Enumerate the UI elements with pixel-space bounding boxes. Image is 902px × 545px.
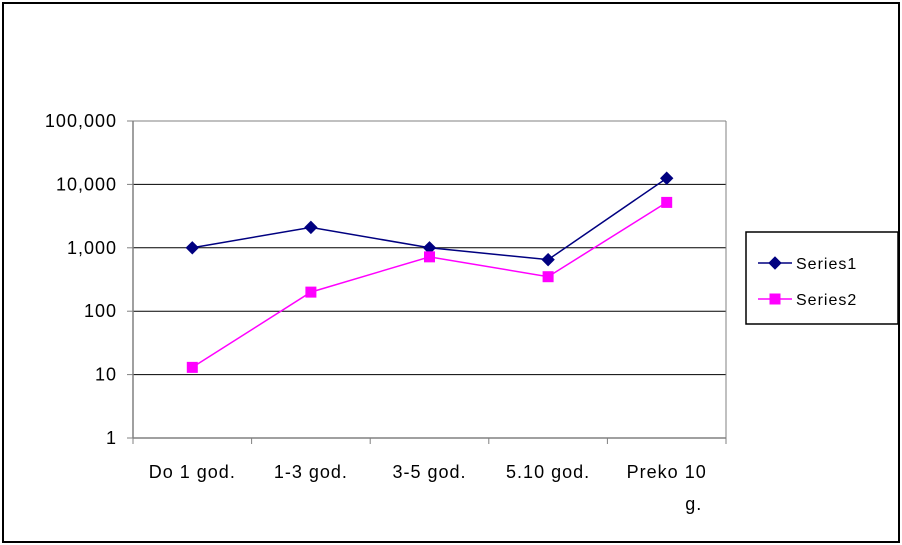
x-tick-label: 1-3 god. [274, 462, 348, 482]
y-tick-label: 1 [106, 428, 117, 448]
legend-swatch-marker [769, 293, 781, 305]
data-point [542, 271, 554, 283]
data-point [304, 220, 318, 235]
y-tick-label: 10 [95, 365, 117, 385]
x-tick-label: Do 1 god. [149, 462, 236, 482]
data-point [661, 196, 673, 208]
legend-label: Series1 [796, 256, 857, 273]
x-tick-label: 3-5 god. [392, 462, 466, 482]
y-tick-label: 100 [84, 301, 117, 321]
data-point [541, 252, 555, 267]
series [185, 171, 674, 373]
plot-area [133, 121, 726, 438]
x-tick-labels: Do 1 god. 1-3 god. 3-5 god. 5.10 god. Preko … [149, 462, 707, 514]
axes [132, 120, 727, 444]
legend-swatch-marker [768, 256, 782, 270]
legend-box [745, 231, 899, 325]
x-tick-label: 5.10 god. [506, 462, 590, 482]
data-point [185, 241, 200, 255]
x-tick-label: g. [685, 494, 702, 514]
y-tick-label: 10,000 [56, 174, 117, 194]
data-point [424, 251, 435, 263]
legend-entry: Series1 [758, 256, 857, 273]
y-tick-label: 100,000 [45, 111, 117, 131]
legend-label: Series2 [796, 292, 857, 309]
legend: Series1 Series2 [745, 231, 899, 325]
x-tick-label: Preko 10 [627, 462, 707, 482]
legend-entry: Series2 [758, 292, 857, 309]
y-tick-labels: 1 10 100 1,000 10,000 100,000 [45, 111, 117, 448]
y-tick-label: 1,000 [67, 238, 117, 258]
data-point [186, 361, 198, 373]
data-point [659, 171, 674, 185]
series-2 [186, 196, 673, 373]
data-point [305, 286, 317, 298]
series-1 [185, 171, 674, 267]
